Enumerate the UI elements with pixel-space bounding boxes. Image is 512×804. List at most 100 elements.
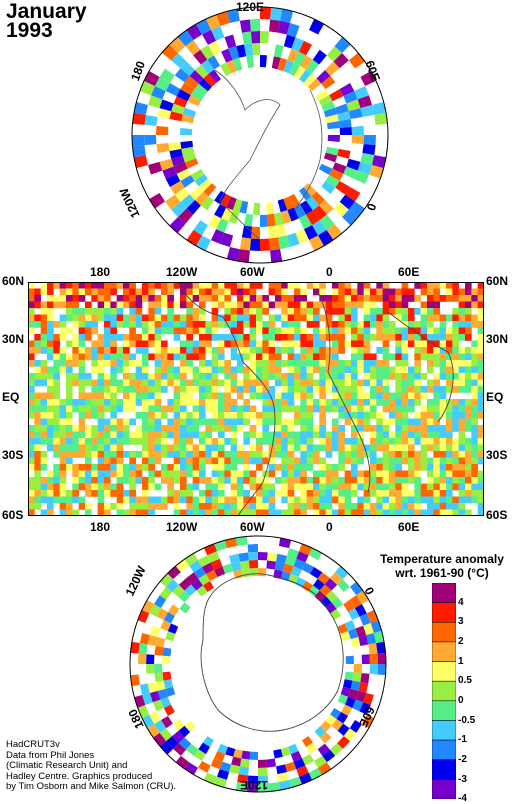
grid-cell [249, 327, 257, 335]
grid-cell [446, 503, 453, 510]
grid-cell [129, 360, 136, 367]
legend-tick: -1 [458, 734, 467, 746]
grid-cell [148, 457, 155, 465]
grid-cell [414, 451, 421, 458]
grid-cell [47, 295, 54, 302]
grid-cell [313, 431, 320, 439]
grid-cell [314, 755, 327, 768]
grid-cell [135, 509, 143, 516]
grid-cell [382, 373, 390, 380]
grid-cell [205, 282, 212, 289]
grid-cell [47, 334, 54, 341]
grid-cell [224, 425, 231, 432]
grid-cell [199, 392, 206, 400]
grid-cell [226, 59, 237, 74]
grid-cell [66, 353, 73, 361]
grid-cell [354, 85, 370, 100]
grid-cell [123, 379, 130, 387]
grid-cell [256, 438, 263, 445]
grid-cell [186, 457, 193, 465]
grid-cell [243, 288, 250, 296]
grid-cell [91, 282, 98, 289]
grid-cell [40, 412, 48, 419]
grid-cell [116, 334, 124, 341]
grid-cell [256, 496, 263, 504]
grid-cell [53, 470, 60, 478]
grid-cell [208, 69, 221, 83]
grid-cell [306, 347, 314, 354]
grid-cell [249, 373, 257, 380]
grid-cell [306, 379, 314, 387]
grid-cell [186, 451, 193, 458]
grid-cell [332, 334, 339, 341]
grid-cell [53, 431, 60, 439]
grid-cell [192, 418, 200, 426]
grid-cell [256, 347, 263, 354]
grid-cell [306, 210, 320, 226]
grid-cell [382, 334, 390, 341]
grid-cell [287, 477, 295, 484]
grid-cell [192, 470, 200, 478]
grid-cell [218, 503, 225, 510]
grid-cell [237, 496, 244, 504]
grid-cell [344, 327, 352, 335]
grid-cell [185, 39, 201, 56]
grid-cell [148, 379, 155, 387]
grid-cell [156, 125, 169, 135]
grid-cell [306, 457, 314, 465]
grid-cell [243, 438, 250, 445]
grid-cell [237, 308, 244, 315]
grid-cell [275, 366, 282, 374]
grid-cell [66, 327, 73, 335]
grid-cell [237, 360, 244, 367]
grid-cell [433, 360, 440, 367]
grid-cell [287, 483, 295, 491]
grid-cell [173, 321, 181, 328]
grid-cell [171, 52, 187, 69]
grid-cell [142, 314, 149, 322]
grid-cell [414, 412, 421, 419]
grid-cell [340, 686, 351, 697]
grid-cell [258, 767, 268, 776]
grid-cell [471, 379, 478, 387]
grid-cell [162, 166, 177, 179]
grid-cell [40, 457, 48, 465]
grid-cell [129, 308, 136, 315]
grid-cell [408, 288, 415, 296]
grid-cell [256, 503, 263, 510]
grid-cell [230, 366, 238, 374]
grid-cell [180, 438, 187, 445]
grid-cell [446, 347, 453, 354]
grid-cell [59, 509, 67, 516]
grid-cell [53, 451, 60, 458]
grid-cell [408, 490, 415, 497]
grid-cell [325, 477, 333, 484]
grid-cell [306, 301, 314, 309]
grid-cell [323, 107, 338, 118]
grid-cell [173, 490, 181, 497]
grid-cell [268, 392, 276, 400]
grid-cell [338, 483, 345, 491]
grid-cell [376, 641, 386, 654]
grid-cell [268, 366, 276, 374]
grid-cell [401, 360, 409, 367]
grid-cell [123, 366, 130, 374]
grid-cell [351, 308, 358, 315]
grid-cell [414, 386, 421, 393]
grid-cell [167, 464, 174, 471]
grid-cell [104, 295, 111, 302]
grid-cell [300, 425, 307, 432]
grid-cell [66, 308, 73, 315]
grid-cell [465, 282, 472, 289]
grid-cell [116, 483, 124, 491]
grid-cell [218, 399, 225, 406]
grid-cell [465, 425, 472, 432]
grid-cell [97, 470, 105, 478]
grid-cell [256, 353, 263, 361]
grid-cell [104, 334, 111, 341]
grid-cell [344, 405, 352, 413]
grid-cell [123, 321, 130, 328]
grid-cell [66, 438, 73, 445]
grid-cell [167, 353, 174, 361]
grid-cell [59, 334, 67, 341]
